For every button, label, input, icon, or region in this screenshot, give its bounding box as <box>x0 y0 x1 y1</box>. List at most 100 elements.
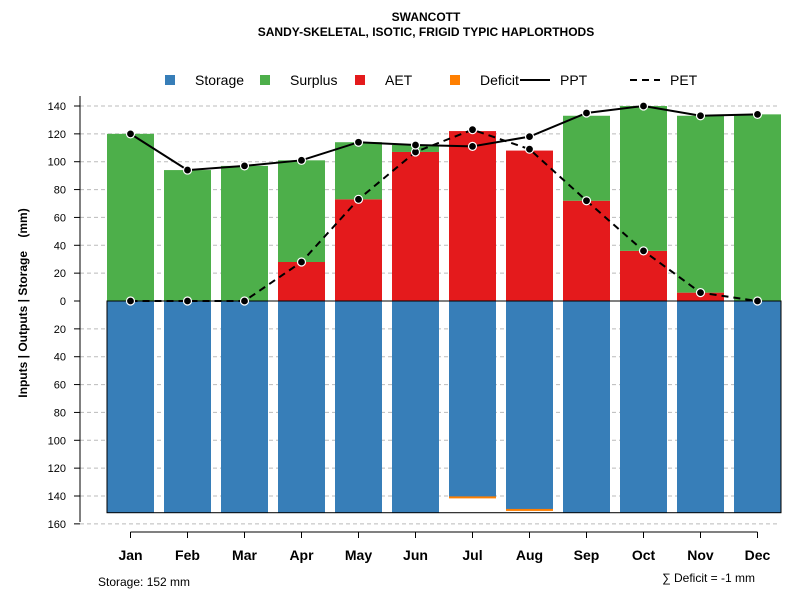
surplus-bar-mar <box>221 165 268 301</box>
y-tick-label: 40 <box>54 352 66 364</box>
surplus-bar-oct <box>620 106 667 251</box>
pet-line <box>130 128 758 302</box>
ppt-point-mar <box>239 161 250 171</box>
y-tick-label: 80 <box>54 185 66 197</box>
storage-bar-apr <box>278 301 325 513</box>
ppt-point-jun <box>410 140 421 150</box>
storage-bar-mar <box>221 301 268 513</box>
surplus-bar-jan <box>107 133 154 301</box>
y-axis-label: Inputs | Outputs | Storage (mm) <box>16 208 30 397</box>
aet-bar-may <box>335 199 382 301</box>
storage-bar-jun <box>392 301 439 513</box>
storage-bar-jul <box>449 301 496 498</box>
surplus-bar-may <box>335 142 382 200</box>
ppt-point-jan <box>125 129 136 139</box>
aet-bar-jul <box>449 131 496 301</box>
storage-bar-feb <box>164 301 211 513</box>
legend-swatch-aet <box>355 75 365 85</box>
pet-point-jan <box>125 296 136 306</box>
x-tick-label-jun: Jun <box>403 547 428 563</box>
aet-bar-jun <box>392 151 439 301</box>
surplus-bar-dec <box>734 114 781 301</box>
y-tick-label: 100 <box>48 435 66 447</box>
storage-bar-jan <box>107 301 154 513</box>
aet-bar-aug <box>506 150 553 301</box>
pet-point-mar <box>239 296 250 306</box>
y-tick-label: 80 <box>54 407 66 419</box>
pet-point-feb <box>182 296 193 306</box>
legend-label-storage: Storage <box>195 72 244 88</box>
pet-point-dec <box>752 296 763 306</box>
ppt-point-sep <box>581 108 592 118</box>
x-tick-label-jul: Jul <box>462 547 482 563</box>
y-tick-label: 120 <box>48 129 66 141</box>
x-tick-label-dec: Dec <box>745 547 771 563</box>
y-tick-label: 20 <box>54 324 66 336</box>
y-tick-label: 160 <box>48 519 66 531</box>
y-tick-label: 0 <box>60 296 66 308</box>
legend-item-ppt: PPT <box>520 72 588 88</box>
y-tick-label: 100 <box>48 157 66 169</box>
ppt-point-oct <box>638 101 649 111</box>
storage-bar-oct <box>620 301 667 513</box>
aet-bar-sep <box>563 200 610 301</box>
ppt-point-may <box>353 137 364 147</box>
x-tick-label-oct: Oct <box>632 547 656 563</box>
y-tick-label: 140 <box>48 101 66 113</box>
storage-bar-aug <box>506 301 553 510</box>
y-tick-label: 20 <box>54 268 66 280</box>
legend-item-deficit: Deficit <box>450 72 519 88</box>
pet-point-may <box>353 194 364 204</box>
y-tick-label: 60 <box>54 212 66 224</box>
surplus-bar-nov <box>677 115 724 293</box>
y-axis: 140 120 100 80 60 40 20 0 20 40 60 80 100 120 140 160 <box>48 96 81 531</box>
ppt-point-apr <box>296 155 307 165</box>
legend-item-pet: PET <box>630 72 698 88</box>
x-tick-label-jan: Jan <box>118 547 142 563</box>
x-tick-label-sep: Sep <box>574 547 600 563</box>
storage-bar-sep <box>563 301 610 513</box>
ppt-point-feb <box>182 165 193 175</box>
legend: Storage Surplus AET Deficit PPT PET <box>165 72 698 88</box>
legend-item-storage: Storage <box>165 72 244 88</box>
y-tick-label: 120 <box>48 463 66 475</box>
ppt-point-dec <box>752 109 763 119</box>
series-points <box>125 101 763 306</box>
chart-title: SWANCOTT <box>392 10 461 24</box>
x-tick-label-apr: Apr <box>289 547 314 563</box>
surplus-bar-sep <box>563 115 610 201</box>
aet-bar-apr <box>278 262 325 301</box>
pet-point-nov <box>695 288 706 298</box>
ppt-line <box>129 104 758 172</box>
x-tick-label-may: May <box>345 547 372 563</box>
storage-bar-nov <box>677 301 724 513</box>
storage-bar-may <box>335 301 382 513</box>
legend-swatch-deficit <box>450 75 460 85</box>
pet-point-oct <box>638 246 649 256</box>
legend-label-ppt: PPT <box>560 72 588 88</box>
storage-bar-dec <box>734 301 781 513</box>
legend-item-surplus: Surplus <box>260 72 337 88</box>
deficit-bar-jul <box>449 496 496 499</box>
x-tick-label-mar: Mar <box>232 547 257 563</box>
pet-point-aug <box>524 144 535 154</box>
y-tick-label: 40 <box>54 240 66 252</box>
ppt-point-aug <box>524 132 535 142</box>
x-tick-label-feb: Feb <box>175 547 200 563</box>
ppt-point-jul <box>467 141 478 151</box>
legend-label-deficit: Deficit <box>480 72 519 88</box>
x-tick-label-aug: Aug <box>516 547 543 563</box>
deficit-bar-aug <box>506 508 553 511</box>
pet-point-sep <box>581 196 592 206</box>
legend-label-surplus: Surplus <box>290 72 337 88</box>
chart-subtitle: SANDY-SKELETAL, ISOTIC, FRIGID TYPIC HAP… <box>258 25 594 39</box>
deficit-sum-note: ∑ Deficit = -1 mm <box>662 571 755 585</box>
ppt-point-nov <box>695 111 706 121</box>
aet-bar-oct <box>620 250 667 301</box>
surplus-bar-feb <box>164 170 211 301</box>
bars <box>106 106 782 514</box>
series-lines <box>129 104 758 302</box>
legend-label-aet: AET <box>385 72 413 88</box>
x-axis: Jan Feb Mar Apr May Jun Jul Aug Sep Oct Nov Dec <box>118 531 771 563</box>
